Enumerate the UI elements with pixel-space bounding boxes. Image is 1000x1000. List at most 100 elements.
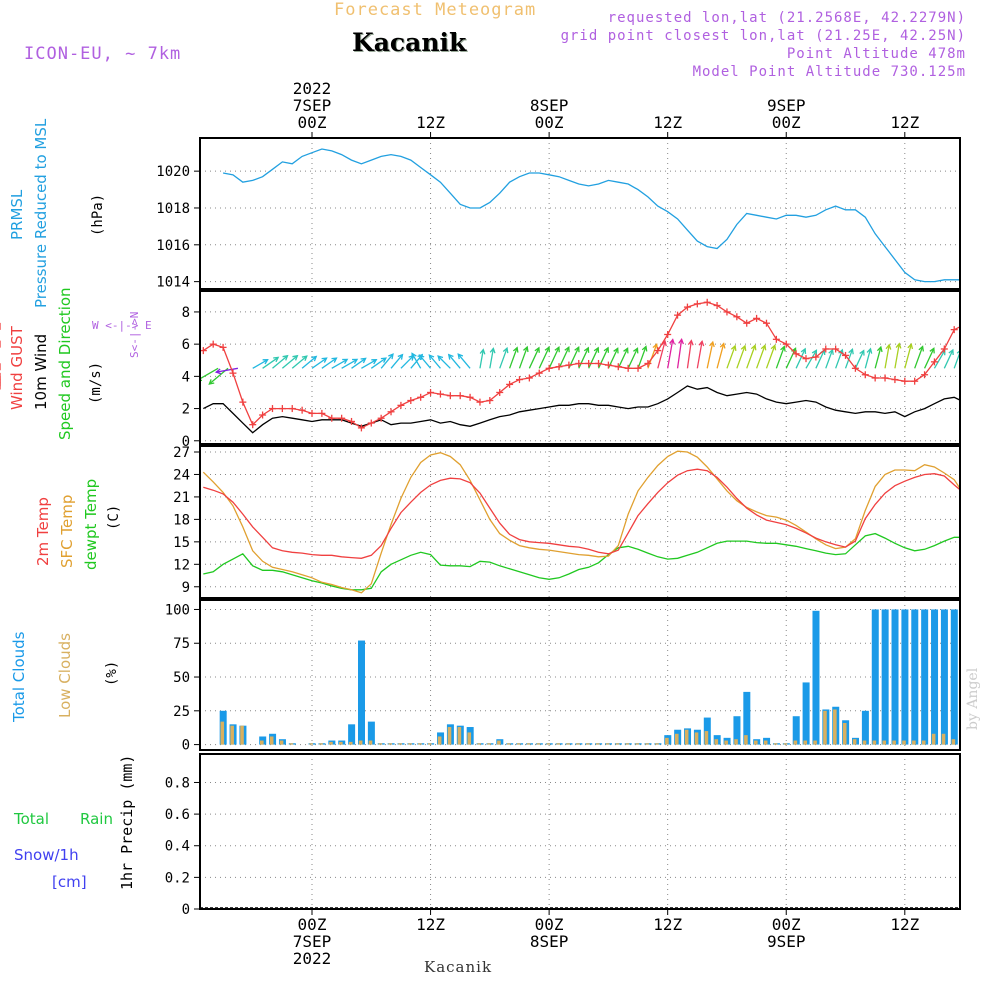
top-time-label: 12Z — [416, 113, 445, 132]
wind-arrow-head — [311, 355, 318, 362]
wind-arrow-shaft — [617, 348, 629, 369]
low-cloud-bar — [773, 743, 778, 745]
wind-arrow — [518, 345, 529, 369]
wind-arrow-shaft — [627, 348, 639, 369]
gust-marker — [842, 351, 850, 359]
gust-marker — [782, 340, 790, 348]
low-cloud-bar — [240, 725, 244, 745]
wind-arrow-shaft — [351, 357, 366, 369]
wind-arrow — [914, 345, 925, 369]
wind-arrow — [795, 347, 807, 369]
wind-arrow-shaft — [943, 349, 954, 369]
rain-label-1: Total — [14, 810, 50, 828]
low-cloud-bar — [655, 743, 659, 745]
wind-arrow-head — [554, 346, 560, 353]
low-cloud-bar — [813, 740, 817, 745]
gust-marker — [357, 424, 365, 432]
wind-arrow-shaft — [894, 343, 900, 369]
wind-arrow — [262, 356, 280, 369]
wind-arrow-head — [859, 349, 865, 356]
wind-arrow — [805, 349, 818, 369]
gust-marker — [515, 376, 523, 384]
wind-arrow-head — [447, 353, 454, 360]
wind-arrow-shaft — [864, 348, 872, 369]
wind-arrow-head — [613, 347, 619, 354]
wind-arrow-shaft — [321, 357, 337, 369]
precipitation-ytick-label: 0.2 — [165, 870, 190, 886]
wind-arrow-head — [678, 338, 684, 345]
wind-arrow-head — [214, 368, 222, 375]
gust-marker — [723, 308, 731, 316]
wind-arrow-head — [523, 345, 529, 353]
low-cloud-bar — [912, 740, 916, 745]
wind-arrow-shaft — [637, 346, 647, 369]
wind-arrow-head — [342, 358, 349, 365]
low-cloud-bar — [684, 729, 689, 745]
wind-arrow — [361, 359, 378, 369]
wind-arrow-shaft — [518, 346, 528, 369]
bottom-time-label: 7SEP — [293, 932, 332, 951]
wind-arrow-shaft — [775, 346, 785, 369]
wind-arrow-head — [848, 348, 854, 355]
wind-arrow-shaft — [825, 349, 834, 369]
low-cloud-bar — [783, 743, 788, 745]
wind-arrow-head — [929, 347, 935, 354]
low-cloud-bar — [833, 709, 837, 745]
gust-marker — [713, 301, 721, 309]
low-cloud-bar — [358, 740, 363, 745]
wind-arrow-shaft — [854, 350, 865, 369]
wind-arrow — [943, 348, 954, 369]
wind-arrow — [844, 348, 854, 369]
wind-arrow-head — [895, 342, 902, 349]
wind-arrow-head — [907, 342, 914, 350]
gust-marker — [535, 369, 543, 377]
wind-arrow-shaft — [411, 353, 422, 369]
gust-marker — [644, 359, 652, 367]
precipitation-ytick-label: 0 — [182, 902, 190, 918]
wind-arrow-head — [800, 347, 807, 354]
wind-arrow-head — [730, 344, 737, 351]
wind-arrow-shaft — [252, 359, 268, 369]
wind-arrow-shaft — [657, 341, 666, 369]
total-cloud-bar — [792, 716, 800, 745]
wind-arrow-head — [698, 339, 705, 347]
low-cloud-bar — [872, 740, 877, 745]
gust-marker — [436, 390, 444, 398]
wind-arrow-head — [292, 354, 299, 361]
wind-arrow-head — [866, 347, 873, 354]
gust-marker — [802, 355, 810, 363]
gust-marker — [634, 364, 642, 372]
low-cloud-bar — [447, 727, 452, 745]
wind-arrow — [578, 346, 590, 369]
low-cloud-bar — [289, 743, 294, 745]
low-cloud-bar — [348, 741, 353, 745]
gust-marker — [772, 335, 780, 343]
low-cloud-bar — [566, 743, 570, 745]
top-time-label: 8SEP — [530, 96, 569, 115]
wind-arrow-head — [885, 343, 892, 350]
low-cloud-bar — [704, 731, 709, 745]
low-cloud-bar — [546, 743, 551, 745]
clouds-ytick-label: 25 — [173, 704, 190, 720]
wind-arrow — [746, 344, 757, 369]
wind-arrow-head — [623, 347, 629, 354]
low-cloud-bar — [754, 740, 758, 745]
wind-arrow-shaft — [923, 348, 935, 369]
wind-arrow — [726, 344, 737, 369]
gust-marker — [792, 350, 800, 358]
pressure-line — [222, 148, 960, 283]
low-cloud-bar — [823, 710, 827, 745]
wind-arrow-shaft — [815, 349, 826, 369]
gust-marker — [950, 326, 958, 334]
gust-marker — [555, 363, 563, 371]
grid-point-coords: grid point closest lon,lat (21.25E, 42.2… — [560, 28, 966, 44]
low-cloud-bar — [279, 740, 284, 745]
low-cloud-bar — [714, 739, 719, 745]
total-cloud-bar — [891, 609, 899, 745]
wind-arrow — [370, 357, 387, 369]
low-cloud-bar — [852, 739, 857, 745]
wind-arrow — [864, 347, 873, 369]
low-cloud-bar — [763, 740, 768, 745]
wind-arrow-shaft — [588, 347, 599, 369]
wind-arrow-shaft — [676, 339, 683, 369]
